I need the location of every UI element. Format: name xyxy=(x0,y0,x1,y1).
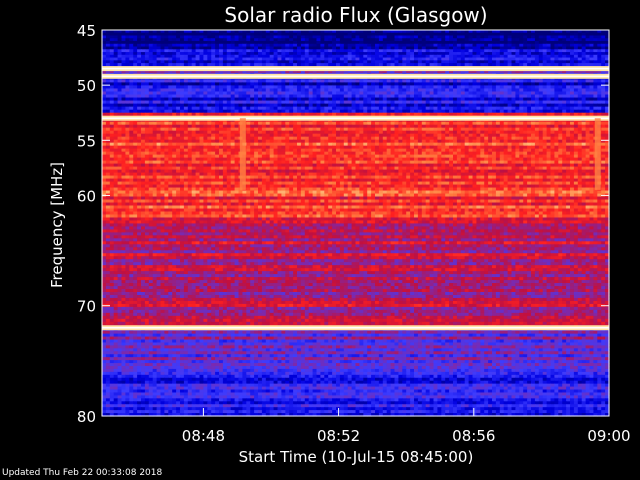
y-tick-label-1: 50 xyxy=(77,77,96,95)
band-6 xyxy=(102,328,610,373)
bright-line-core-2 xyxy=(102,117,609,119)
bright-line-core-3 xyxy=(102,327,609,329)
x-axis-label: Start Time (10-Jul-15 08:45:00) xyxy=(239,448,474,466)
y-tick-label-5: 80 xyxy=(77,408,96,426)
band-7 xyxy=(102,372,610,417)
burst-0 xyxy=(240,118,246,190)
y-tick-label-0: 45 xyxy=(77,22,96,40)
x-tick-label-3: 09:00 xyxy=(587,427,630,445)
x-tick-label-1: 08:52 xyxy=(317,427,360,445)
band-1 xyxy=(102,47,610,64)
y-tick-label-3: 60 xyxy=(77,187,96,205)
updated-timestamp: Updated Thu Feb 22 00:33:08 2018 xyxy=(2,468,162,478)
plot-area xyxy=(102,30,610,417)
y-tick-label-4: 70 xyxy=(77,298,96,316)
band-4 xyxy=(102,113,610,218)
band-0 xyxy=(102,30,610,47)
bright-line-core-0 xyxy=(102,68,609,70)
y-axis-label: Frequency [MHz] xyxy=(48,162,66,288)
burst-1 xyxy=(595,118,601,190)
x-tick-label-2: 08:56 xyxy=(452,427,495,445)
bright-line-core-1 xyxy=(102,76,609,78)
chart-title: Solar radio Flux (Glasgow) xyxy=(224,3,487,27)
band-3 xyxy=(102,76,610,113)
x-tick-label-0: 08:48 xyxy=(182,427,225,445)
y-tick-label-2: 55 xyxy=(77,132,96,150)
band-5 xyxy=(102,217,610,328)
